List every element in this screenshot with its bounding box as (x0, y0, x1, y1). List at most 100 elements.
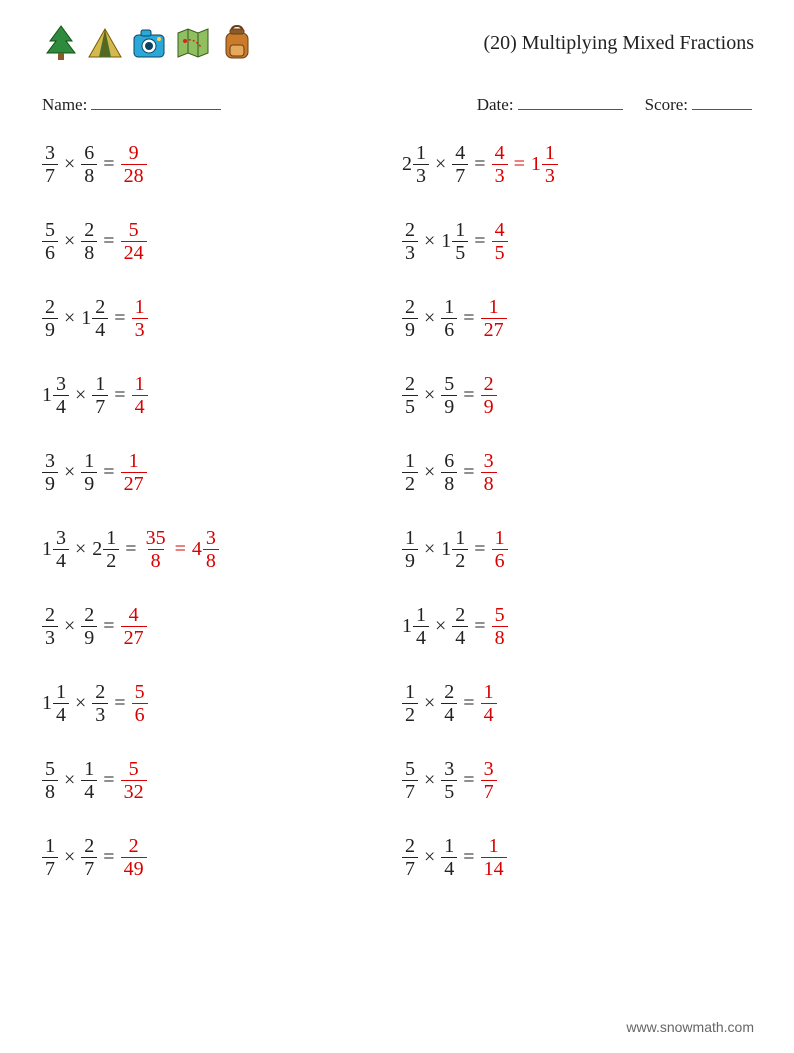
name-blank[interactable] (91, 92, 221, 110)
fraction: 13 (132, 297, 148, 340)
fraction: 58 (42, 759, 58, 802)
equals: = (103, 847, 114, 867)
mixed-number: 212 (92, 528, 119, 571)
fraction: 15 (452, 220, 468, 263)
equals: = (474, 616, 485, 636)
problem: 114×24=58 (402, 605, 752, 648)
times-op: × (64, 231, 75, 251)
fraction: 34 (53, 528, 69, 571)
equals: = (463, 385, 474, 405)
fraction: 47 (452, 143, 468, 186)
fraction: 12 (103, 528, 119, 571)
equals: = (463, 308, 474, 328)
mixed-number: 115 (441, 220, 468, 263)
fraction: 127 (121, 451, 147, 494)
score-label: Score: (645, 95, 688, 114)
mixed-number: 114 (42, 682, 69, 725)
mixed-number: 213 (402, 143, 429, 186)
times-op: × (424, 231, 435, 251)
equals: = (463, 847, 474, 867)
fraction: 12 (452, 528, 468, 571)
backpack-icon (216, 22, 258, 64)
fraction: 249 (121, 836, 147, 879)
equals: = (125, 539, 136, 559)
fraction: 14 (132, 374, 148, 417)
fraction: 25 (402, 374, 418, 417)
date-field: Date: (477, 92, 623, 115)
mixed-number: 114 (402, 605, 429, 648)
fraction: 14 (53, 682, 69, 725)
fraction: 17 (42, 836, 58, 879)
problem: 213×47=43=113 (402, 143, 752, 186)
fraction: 16 (441, 297, 457, 340)
times-op: × (64, 770, 75, 790)
tent-icon (84, 22, 126, 64)
fraction: 14 (481, 682, 497, 725)
worksheet-page: (20) Multiplying Mixed Fractions Name: D… (0, 0, 794, 1053)
fraction: 12 (402, 682, 418, 725)
fraction: 23 (402, 220, 418, 263)
mixed-number: 124 (81, 297, 108, 340)
fraction: 13 (542, 143, 558, 186)
times-op: × (424, 770, 435, 790)
icon-row (40, 22, 258, 64)
equals: = (103, 616, 114, 636)
mixed-number: 112 (441, 528, 468, 571)
fraction: 27 (402, 836, 418, 879)
fraction: 37 (481, 759, 497, 802)
problem: 25×59=29 (402, 374, 752, 417)
equals: = (474, 231, 485, 251)
problem: 134×212=358=438 (42, 528, 392, 571)
problem: 27 × 14 = 114 (402, 836, 752, 879)
times-op: × (64, 616, 75, 636)
date-blank[interactable] (518, 92, 623, 110)
footer-url: www.snowmath.com (626, 1019, 754, 1035)
fraction: 16 (492, 528, 508, 571)
problem: 23 × 115 = 45 (402, 220, 752, 263)
fraction: 56 (42, 220, 58, 263)
times-op: × (435, 154, 446, 174)
fraction: 27 (81, 836, 97, 879)
fraction: 29 (81, 605, 97, 648)
fraction: 13 (413, 143, 429, 186)
equals: = (103, 154, 114, 174)
fraction: 56 (132, 682, 148, 725)
equals: = (114, 693, 125, 713)
mixed-number: 438 (192, 528, 219, 571)
times-op: × (435, 616, 446, 636)
equals: = (103, 462, 114, 482)
fraction: 12 (402, 451, 418, 494)
problem: 37×68=928 (42, 143, 392, 186)
times-op: × (424, 385, 435, 405)
score-blank[interactable] (692, 92, 752, 110)
times-op: × (64, 847, 75, 867)
equals: = (463, 462, 474, 482)
fraction: 45 (492, 220, 508, 263)
fraction: 28 (81, 220, 97, 263)
fraction: 34 (53, 374, 69, 417)
date-label: Date: (477, 95, 514, 114)
times-op: × (424, 693, 435, 713)
fraction: 29 (481, 374, 497, 417)
problem: 57×35=37 (402, 759, 752, 802)
fraction: 127 (481, 297, 507, 340)
fraction: 35 (441, 759, 457, 802)
equals: = (463, 770, 474, 790)
fraction: 14 (441, 836, 457, 879)
name-label: Name: (42, 95, 87, 114)
times-op: × (424, 847, 435, 867)
fraction: 43 (492, 143, 508, 186)
fraction: 114 (481, 836, 507, 879)
equals: = (514, 154, 525, 174)
equals: = (463, 693, 474, 713)
fraction: 532 (121, 759, 147, 802)
fraction: 19 (81, 451, 97, 494)
times-op: × (64, 308, 75, 328)
equals: = (474, 154, 485, 174)
equals: = (103, 770, 114, 790)
map-icon (172, 22, 214, 64)
fraction: 24 (452, 605, 468, 648)
meta-row: Name: Date: Score: (40, 92, 754, 115)
fraction: 358 (143, 528, 169, 571)
mixed-number: 134 (42, 374, 69, 417)
